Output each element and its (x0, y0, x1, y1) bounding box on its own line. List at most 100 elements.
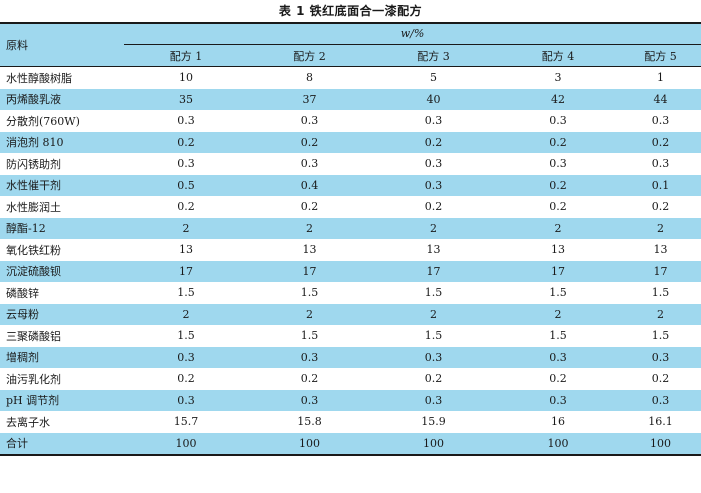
value-cell: 2 (620, 217, 701, 239)
ingredient-name: 氧化铁红粉 (6, 243, 61, 257)
value-cell: 100 (371, 432, 496, 456)
value-cell: 1.5 (424, 286, 443, 300)
table-row: pH 调节剂 0.3 0.3 0.3 0.3 0.3 (0, 389, 701, 411)
value-cell: 15.7 (173, 415, 199, 429)
value-cell: 13 (551, 243, 565, 257)
value-cell: 1.5 (300, 286, 319, 300)
table-row: 丙烯酸乳液 35 37 40 42 44 (0, 88, 701, 110)
ingredient-name: 分散剂(760W) (6, 114, 80, 128)
table-body: 水性醇酸树脂 10 8 5 3 1 丙烯酸乳液 35 37 40 42 44 分散剂(760W) 0.3 0… (0, 67, 701, 456)
value-cell: 44 (620, 88, 701, 110)
ingredient-name: 油污乳化剂 (6, 372, 61, 386)
value-cell: 42 (496, 88, 620, 110)
value-cell: 8 (306, 71, 313, 85)
value-cell: 0.3 (620, 389, 701, 411)
value-cell: 0.2 (651, 200, 670, 214)
ingredient-name: 增稠剂 (0, 346, 124, 368)
value-cell: 0.3 (651, 157, 670, 171)
value-cell: 0.3 (124, 389, 248, 411)
ingredient-name: 丙烯酸乳液 (0, 88, 124, 110)
column-header-row: 配方 1 配方 2 配方 3 配方 4 配方 5 (0, 45, 701, 67)
value-cell: 2 (496, 303, 620, 325)
value-cell: 2 (620, 303, 701, 325)
value-cell: 17 (620, 260, 701, 282)
table-row: 增稠剂 0.3 0.3 0.3 0.3 0.3 (0, 346, 701, 368)
value-cell: 100 (248, 432, 371, 456)
value-cell: 2 (124, 217, 248, 239)
value-cell: 0.3 (177, 157, 195, 171)
value-cell: 17 (496, 260, 620, 282)
value-cell: 0.3 (371, 174, 496, 196)
value-cell: 0.5 (124, 174, 248, 196)
value-cell: 1.5 (177, 286, 195, 300)
value-cell: 0.3 (300, 157, 319, 171)
table-row: 三聚磷酸铝 1.5 1.5 1.5 1.5 1.5 (0, 325, 701, 347)
column-header-4: 配方 4 (496, 45, 620, 67)
value-cell: 0.2 (496, 174, 620, 196)
value-cell: 0.3 (424, 114, 443, 128)
ingredient-name: 合计 (0, 432, 124, 456)
value-cell: 2 (248, 303, 371, 325)
value-cell: 0.2 (424, 200, 443, 214)
unit-label: w/% (124, 24, 701, 45)
value-cell: 5 (430, 71, 437, 85)
ingredient-name: 水性催干剂 (0, 174, 124, 196)
value-cell: 0.3 (371, 346, 496, 368)
value-cell: 0.2 (371, 131, 496, 153)
value-cell: 0.2 (549, 372, 567, 386)
value-cell: 1.5 (424, 329, 443, 343)
unit-header-cell: w/% (124, 22, 701, 45)
ingredient-name: pH 调节剂 (0, 389, 124, 411)
value-cell: 1.5 (300, 329, 319, 343)
value-cell: 16 (551, 415, 565, 429)
column-header-3: 配方 3 (371, 45, 496, 67)
ingredient-name: 消泡剂 810 (0, 131, 124, 153)
value-cell: 0.2 (424, 372, 443, 386)
value-cell: 0.3 (549, 157, 567, 171)
value-cell: 1.5 (549, 329, 567, 343)
table-row: 醇酯-12 2 2 2 2 2 (0, 217, 701, 239)
table-row: 氧化铁红粉 13 13 13 13 13 (0, 239, 701, 261)
value-cell: 0.2 (124, 131, 248, 153)
table-row: 水性催干剂 0.5 0.4 0.3 0.2 0.1 (0, 174, 701, 196)
value-cell: 15.8 (297, 415, 322, 429)
row-header-label: 原料 (0, 22, 124, 67)
ingredient-name: 三聚磷酸铝 (6, 329, 61, 343)
value-cell: 100 (124, 432, 248, 456)
value-cell: 0.2 (177, 372, 195, 386)
ingredient-name: 水性膨润土 (6, 200, 61, 214)
value-cell: 17 (124, 260, 248, 282)
value-cell: 0.3 (248, 346, 371, 368)
formulation-table: 原料 w/% 配方 1 配方 2 配方 3 配方 4 配方 5 水性醇酸树脂 10 8 5 3 1… (0, 22, 701, 456)
value-cell: 0.3 (620, 346, 701, 368)
value-cell: 0.3 (124, 346, 248, 368)
value-cell: 13 (179, 243, 193, 257)
value-cell: 0.3 (496, 389, 620, 411)
table-row: 防闪锈助剂 0.3 0.3 0.3 0.3 0.3 (0, 153, 701, 175)
table-row: 去离子水 15.7 15.8 15.9 16 16.1 (0, 411, 701, 433)
ingredient-name: 沉淀硫酸钡 (0, 260, 124, 282)
value-cell: 2 (248, 217, 371, 239)
table-row: 分散剂(760W) 0.3 0.3 0.3 0.3 0.3 (0, 110, 701, 132)
value-cell: 0.3 (371, 389, 496, 411)
ingredient-name: 防闪锈助剂 (6, 157, 61, 171)
value-cell: 1.5 (549, 286, 567, 300)
value-cell: 1.5 (177, 329, 195, 343)
value-cell: 100 (496, 432, 620, 456)
value-cell: 13 (302, 243, 317, 257)
value-cell: 0.1 (620, 174, 701, 196)
value-cell: 13 (426, 243, 441, 257)
ingredient-name: 云母粉 (0, 303, 124, 325)
value-cell: 0.2 (651, 372, 670, 386)
value-cell: 40 (371, 88, 496, 110)
table-row: 磷酸锌 1.5 1.5 1.5 1.5 1.5 (0, 282, 701, 304)
ingredient-name: 磷酸锌 (6, 286, 39, 300)
value-cell: 2 (496, 217, 620, 239)
ingredient-name: 去离子水 (6, 415, 50, 429)
value-cell: 0.2 (620, 131, 701, 153)
value-cell: 0.3 (496, 346, 620, 368)
value-cell: 37 (248, 88, 371, 110)
table-row: 沉淀硫酸钡 17 17 17 17 17 (0, 260, 701, 282)
value-cell: 100 (620, 432, 701, 456)
value-cell: 0.4 (248, 174, 371, 196)
